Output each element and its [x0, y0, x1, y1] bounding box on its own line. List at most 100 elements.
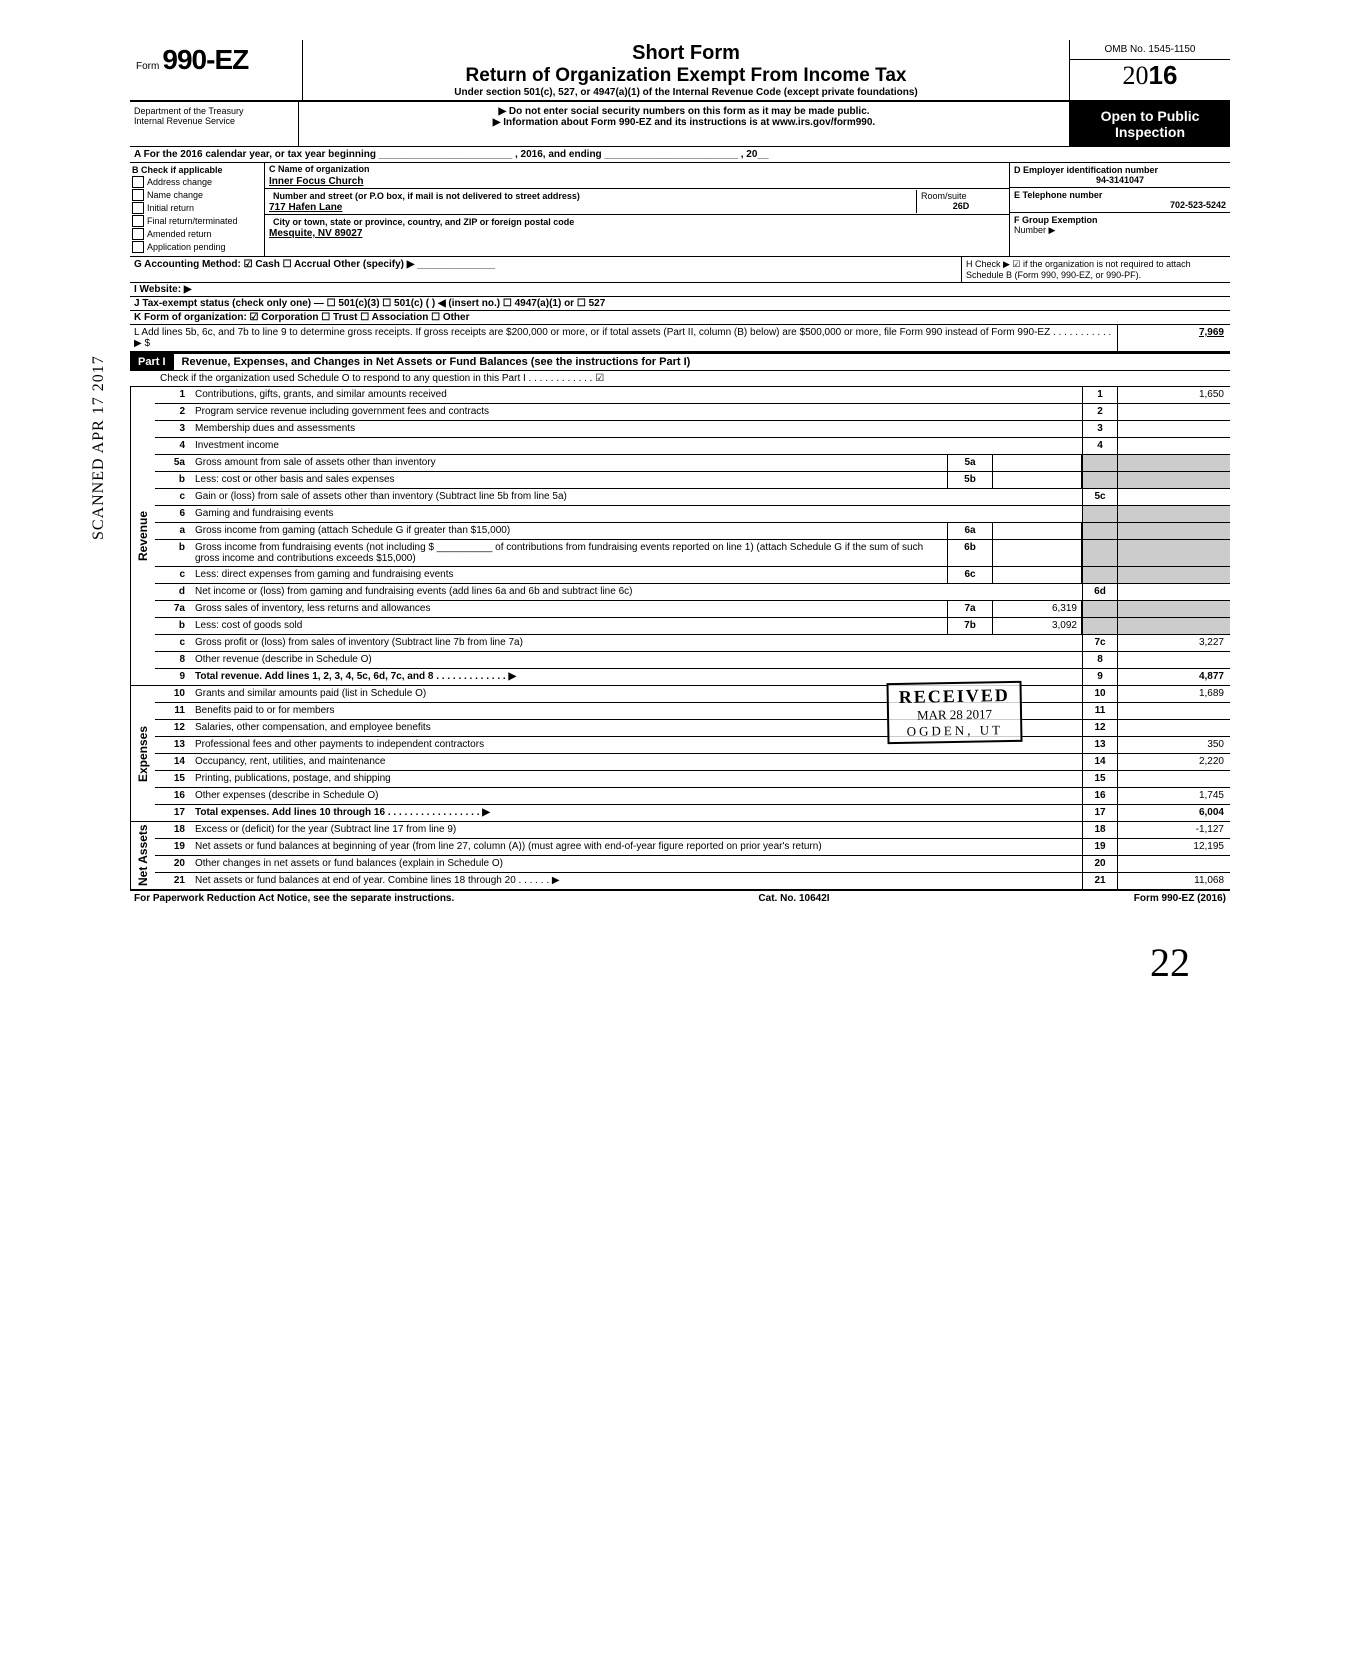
desc-8: Other revenue (describe in Schedule O)	[191, 652, 1082, 668]
short-form-title: Short Form	[307, 42, 1065, 65]
desc-7b: Less: cost of goods sold	[195, 620, 302, 631]
ln-8: 8	[155, 652, 191, 668]
desc-5b: Less: cost or other basis and sales expe…	[195, 474, 395, 485]
num-4: 4	[1082, 438, 1117, 454]
desc-6c: Less: direct expenses from gaming and fu…	[195, 569, 453, 580]
ln-2: 2	[155, 404, 191, 420]
val-7c: 3,227	[1117, 635, 1230, 651]
desc-3: Membership dues and assessments	[191, 421, 1082, 437]
desc-15: Printing, publications, postage, and shi…	[191, 771, 1082, 787]
num-1: 1	[1082, 387, 1117, 403]
ln-20: 20	[155, 856, 191, 872]
subtitle: Under section 501(c), 527, or 4947(a)(1)…	[307, 87, 1065, 98]
num-7a-shaded	[1082, 601, 1117, 617]
desc-10: Grants and similar amounts paid (list in…	[195, 688, 426, 699]
ln-6c: c	[155, 567, 191, 583]
chk-initial-return[interactable]	[132, 202, 144, 214]
desc-20: Other changes in net assets or fund bala…	[191, 856, 1082, 872]
ln-15: 15	[155, 771, 191, 787]
group-exemption-label: F Group Exemption	[1014, 215, 1098, 225]
row-l-value: 7,969	[1117, 325, 1230, 351]
ln-11: 11	[155, 703, 191, 719]
scanned-stamp: SCANNED APR 17 2017	[90, 355, 108, 540]
val-19: 12,195	[1117, 839, 1230, 855]
num-21: 21	[1082, 873, 1117, 889]
lbl-initial-return: Initial return	[147, 203, 194, 213]
side-expenses: Expenses	[130, 686, 155, 821]
row-l-text: L Add lines 5b, 6c, and 7b to line 9 to …	[130, 325, 1117, 351]
val-3	[1117, 421, 1230, 437]
num-6b-shaded	[1082, 540, 1117, 566]
subval-5a	[993, 455, 1082, 471]
ln-5c: c	[155, 489, 191, 505]
desc-6d: Net income or (loss) from gaming and fun…	[191, 584, 1082, 600]
val-7b-shaded	[1117, 618, 1230, 634]
sub-6b: 6b	[947, 540, 993, 566]
val-6d	[1117, 584, 1230, 600]
ln-4: 4	[155, 438, 191, 454]
row-h: H Check ▶ ☑ if the organization is not r…	[961, 257, 1230, 282]
chk-name-change[interactable]	[132, 189, 144, 201]
form-header: Form 990-EZ Short Form Return of Organiz…	[130, 40, 1230, 102]
desc-2: Program service revenue including govern…	[191, 404, 1082, 420]
ln-7a: 7a	[155, 601, 191, 617]
chk-address-change[interactable]	[132, 176, 144, 188]
desc-6a: Gross income from gaming (attach Schedul…	[195, 525, 510, 536]
subval-6c	[993, 567, 1082, 583]
phone-label: E Telephone number	[1014, 190, 1226, 200]
desc-7c: Gross profit or (loss) from sales of inv…	[191, 635, 1082, 651]
room-label: Room/suite	[921, 191, 1001, 201]
num-6-shaded	[1082, 506, 1117, 522]
city-label: City or town, state or province, country…	[269, 216, 1005, 228]
ln-14: 14	[155, 754, 191, 770]
chk-final-return[interactable]	[132, 215, 144, 227]
page-signature: 22	[1150, 939, 1190, 986]
desc-11: Benefits paid to or for members	[191, 703, 1082, 719]
subval-7b: 3,092	[993, 618, 1082, 634]
desc-5a: Gross amount from sale of assets other t…	[195, 457, 436, 468]
ln-12: 12	[155, 720, 191, 736]
val-14: 2,220	[1117, 754, 1230, 770]
subval-6b	[993, 540, 1082, 566]
desc-19: Net assets or fund balances at beginning…	[191, 839, 1082, 855]
sub-7a: 7a	[947, 601, 993, 617]
val-4	[1117, 438, 1230, 454]
ln-7b: b	[155, 618, 191, 634]
val-5a-shaded	[1117, 455, 1230, 471]
num-12: 12	[1082, 720, 1117, 736]
num-14: 14	[1082, 754, 1117, 770]
desc-7a: Gross sales of inventory, less returns a…	[195, 603, 430, 614]
ln-13: 13	[155, 737, 191, 753]
desc-9: Total revenue. Add lines 1, 2, 3, 4, 5c,…	[195, 671, 433, 682]
num-13: 13	[1082, 737, 1117, 753]
ln-16: 16	[155, 788, 191, 804]
dept-line1: Department of the Treasury	[134, 106, 294, 116]
num-16: 16	[1082, 788, 1117, 804]
footer: For Paperwork Reduction Act Notice, see …	[130, 891, 1230, 906]
num-6a-shaded	[1082, 523, 1117, 539]
lbl-name-change: Name change	[147, 190, 203, 200]
desc-12: Salaries, other compensation, and employ…	[191, 720, 1082, 736]
chk-amended[interactable]	[132, 228, 144, 240]
ein-label: D Employer identification number	[1014, 165, 1226, 175]
part-i-check: Check if the organization used Schedule …	[130, 371, 1230, 387]
num-20: 20	[1082, 856, 1117, 872]
desc-21: Net assets or fund balances at end of ye…	[195, 875, 516, 886]
org-name-value: Inner Focus Church	[265, 175, 1009, 188]
chk-app-pending[interactable]	[132, 241, 144, 253]
num-5a-shaded	[1082, 455, 1117, 471]
ein-value: 94-3141047	[1014, 175, 1226, 185]
num-5c: 5c	[1082, 489, 1117, 505]
num-6c-shaded	[1082, 567, 1117, 583]
sub-7b: 7b	[947, 618, 993, 634]
ln-3: 3	[155, 421, 191, 437]
val-6-shaded	[1117, 506, 1230, 522]
val-15	[1117, 771, 1230, 787]
omb-number: OMB No. 1545-1150	[1070, 40, 1230, 60]
row-g: G Accounting Method: ☑ Cash ☐ Accrual Ot…	[130, 257, 961, 282]
num-7c: 7c	[1082, 635, 1117, 651]
val-7a-shaded	[1117, 601, 1230, 617]
val-6a-shaded	[1117, 523, 1230, 539]
val-13: 350	[1117, 737, 1230, 753]
num-15: 15	[1082, 771, 1117, 787]
